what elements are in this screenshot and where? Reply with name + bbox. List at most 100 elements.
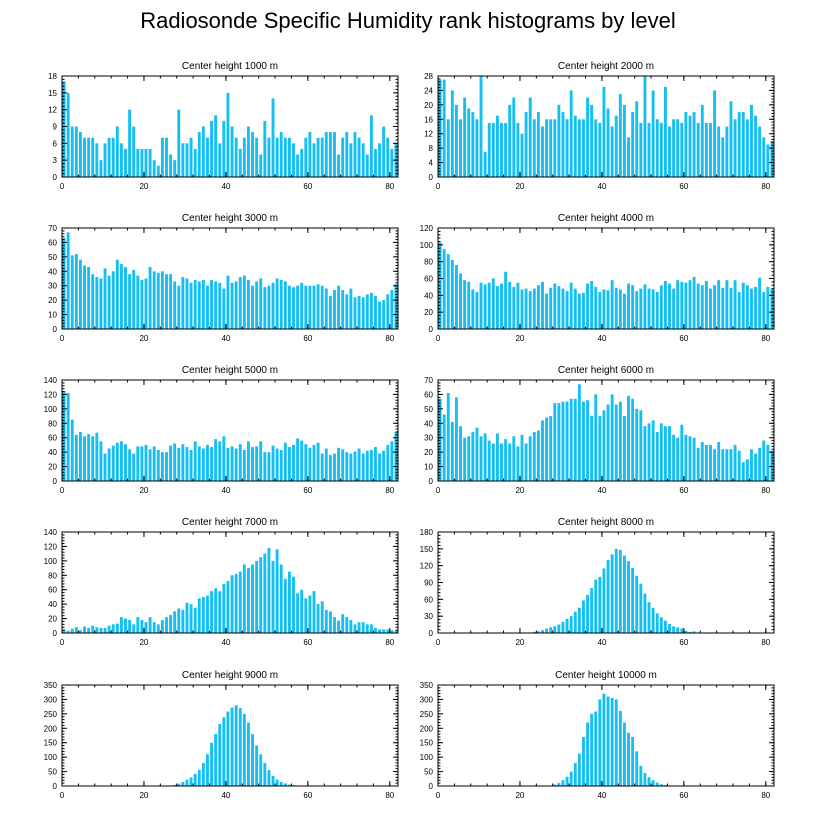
histogram-bar (292, 287, 295, 329)
histogram-bar (541, 126, 544, 177)
histogram-bar (446, 254, 450, 329)
histogram-bar (287, 571, 291, 633)
histogram-bar (324, 288, 328, 329)
histogram-bar (766, 286, 770, 329)
y-tick-label: 60 (424, 595, 433, 604)
panel-title: Center height 4000 m (558, 213, 654, 224)
x-tick-label: 80 (385, 334, 394, 343)
histogram-bar (500, 443, 503, 481)
histogram-bar (255, 745, 259, 786)
x-tick-label: 20 (515, 334, 524, 343)
histogram-bar (762, 291, 766, 329)
panel-9: Center height 9000 m05010015020025030035… (44, 670, 399, 800)
histogram-bar (193, 607, 197, 633)
y-tick-label: 40 (48, 600, 57, 609)
histogram-bar (536, 112, 540, 177)
histogram-bar (62, 629, 66, 633)
histogram-bar (369, 115, 373, 177)
histogram-bar (230, 575, 234, 633)
histogram-bar (115, 126, 119, 177)
y-tick-label: 90 (424, 579, 433, 588)
histogram-bar (704, 281, 708, 329)
histogram-bar (758, 447, 762, 481)
histogram-bar (292, 576, 295, 633)
histogram-bar (156, 449, 160, 481)
histogram-bar (378, 453, 382, 481)
y-tick-label: 200 (44, 724, 58, 733)
histogram-bar (267, 452, 271, 481)
histogram-bar (586, 97, 590, 177)
histogram-bar (565, 618, 569, 633)
histogram-bar (483, 151, 487, 177)
histogram-bar (296, 593, 300, 633)
histogram-bar (99, 278, 103, 329)
histogram-bar (602, 289, 606, 329)
histogram-bar (353, 297, 357, 329)
histogram-bar (549, 287, 553, 329)
histogram-bar (181, 277, 185, 329)
x-tick-label: 0 (60, 334, 65, 343)
histogram-bar (144, 622, 148, 633)
histogram-bar (263, 553, 267, 633)
histogram-bar (140, 446, 144, 481)
histogram-bar (737, 291, 741, 329)
histogram-bar (169, 154, 173, 177)
y-tick-label: 100 (44, 405, 58, 414)
panel-title: Center height 1000 m (182, 61, 278, 72)
histogram-bar (577, 119, 581, 177)
histogram-bar (676, 437, 680, 481)
histogram-bar (304, 285, 308, 329)
histogram-bar (197, 281, 201, 329)
histogram-bar (267, 137, 271, 177)
histogram-bar (234, 573, 238, 633)
y-tick-label: 10 (48, 311, 57, 320)
histogram-bar (271, 98, 275, 177)
histogram-bar (251, 447, 254, 481)
histogram-bar (541, 420, 544, 481)
histogram-bar (144, 278, 148, 329)
histogram-bar (680, 628, 684, 633)
histogram-bar (378, 301, 382, 329)
histogram-bar (333, 290, 336, 329)
histogram-bar (173, 784, 177, 786)
y-tick-label: 0 (53, 173, 58, 182)
histogram-bar (341, 290, 345, 329)
histogram-bar (361, 622, 365, 633)
histogram-bar (557, 624, 561, 633)
histogram-bar (160, 137, 164, 177)
histogram-bar (230, 126, 234, 177)
histogram-bar (672, 119, 676, 177)
histogram-bar (467, 436, 471, 481)
plot-frame (61, 684, 399, 787)
histogram-bar (271, 282, 275, 329)
histogram-bar (160, 271, 164, 329)
histogram-bar (173, 281, 177, 329)
y-tick-label: 150 (420, 739, 434, 748)
histogram-bar (639, 410, 643, 481)
histogram-bar (561, 401, 565, 481)
histogram-bar (218, 441, 222, 481)
histogram-bar (516, 122, 520, 177)
histogram-bar (709, 288, 712, 329)
y-tick-label: 12 (424, 130, 433, 139)
histogram-bar (721, 449, 725, 481)
histogram-bar (275, 448, 279, 481)
y-tick-label: 40 (48, 267, 57, 276)
histogram-bar (111, 137, 115, 177)
histogram-bar (251, 132, 254, 177)
histogram-bar (226, 92, 230, 177)
y-tick-label: 100 (420, 241, 434, 250)
histogram-bar (333, 617, 336, 633)
histogram-bar (189, 137, 193, 177)
histogram-bar (520, 434, 524, 481)
histogram-bar (378, 143, 382, 177)
histogram-bar (631, 736, 635, 786)
histogram-bar (454, 265, 458, 329)
histogram-bar (754, 286, 758, 329)
histogram-bar (156, 624, 160, 633)
histogram-bar (450, 90, 454, 177)
histogram-bar (610, 126, 614, 177)
histogram-bar (78, 132, 82, 177)
histogram-bar (528, 436, 532, 481)
histogram-bar (635, 575, 639, 633)
